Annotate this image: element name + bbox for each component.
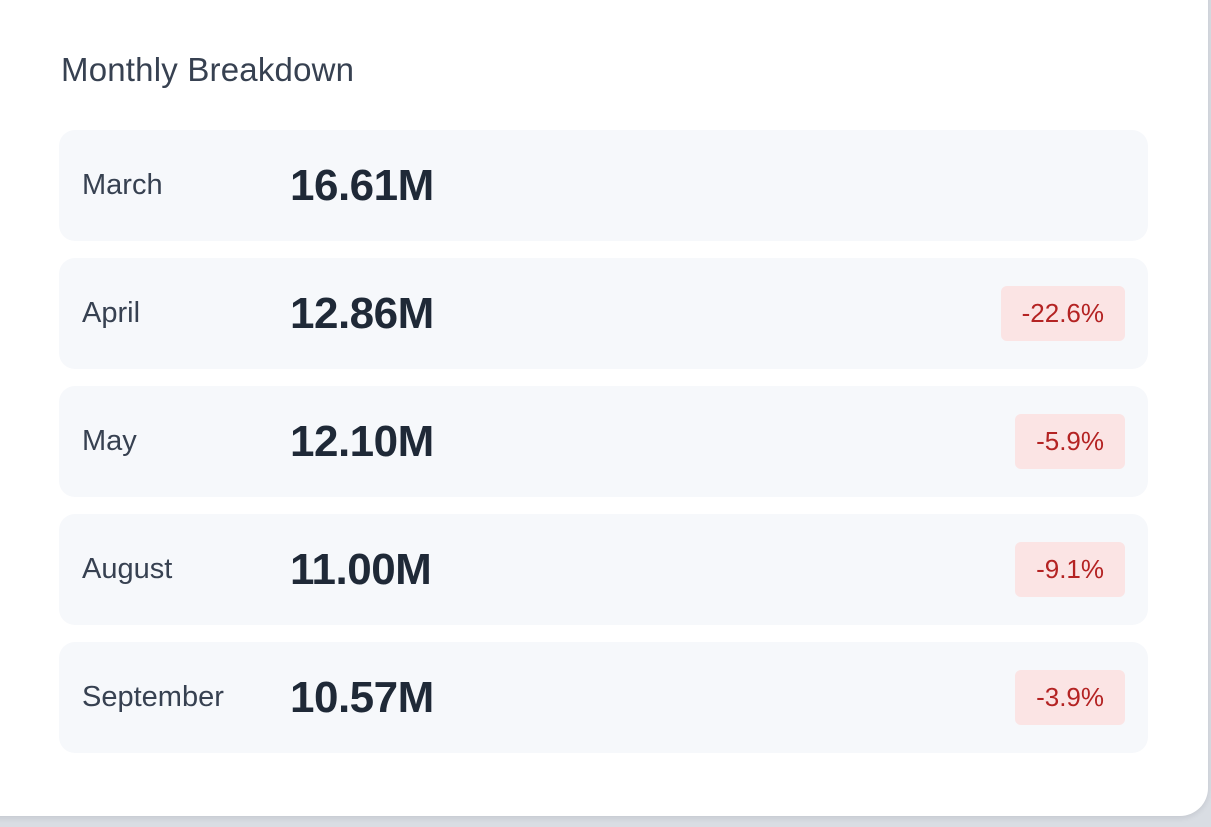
month-label: April	[82, 297, 141, 329]
month-value: 10.57M	[290, 672, 434, 722]
month-label: March	[82, 169, 163, 201]
change-badge: -22.6%	[1000, 286, 1125, 341]
list-item: March 16.61M	[59, 130, 1148, 241]
month-value: 12.10M	[290, 416, 434, 466]
month-value: 16.61M	[290, 160, 434, 210]
change-badge: -9.1%	[1015, 542, 1125, 597]
panel-title: Monthly Breakdown	[61, 51, 355, 88]
month-label: September	[82, 681, 224, 713]
list-item: September 10.57M -3.9%	[59, 642, 1148, 753]
month-label: August	[82, 553, 173, 585]
list-item: May 12.10M -5.9%	[59, 386, 1148, 497]
month-label: May	[82, 425, 137, 457]
month-value: 12.86M	[290, 288, 434, 338]
change-badge: -3.9%	[1015, 670, 1125, 725]
list-item: April 12.86M -22.6%	[59, 258, 1148, 369]
monthly-breakdown-list: March 16.61M April 12.86M -22.6% May 12.…	[59, 130, 1148, 753]
month-value: 11.00M	[290, 544, 432, 594]
list-item: August 11.00M -9.1%	[59, 514, 1148, 625]
change-badge: -5.9%	[1015, 414, 1125, 469]
